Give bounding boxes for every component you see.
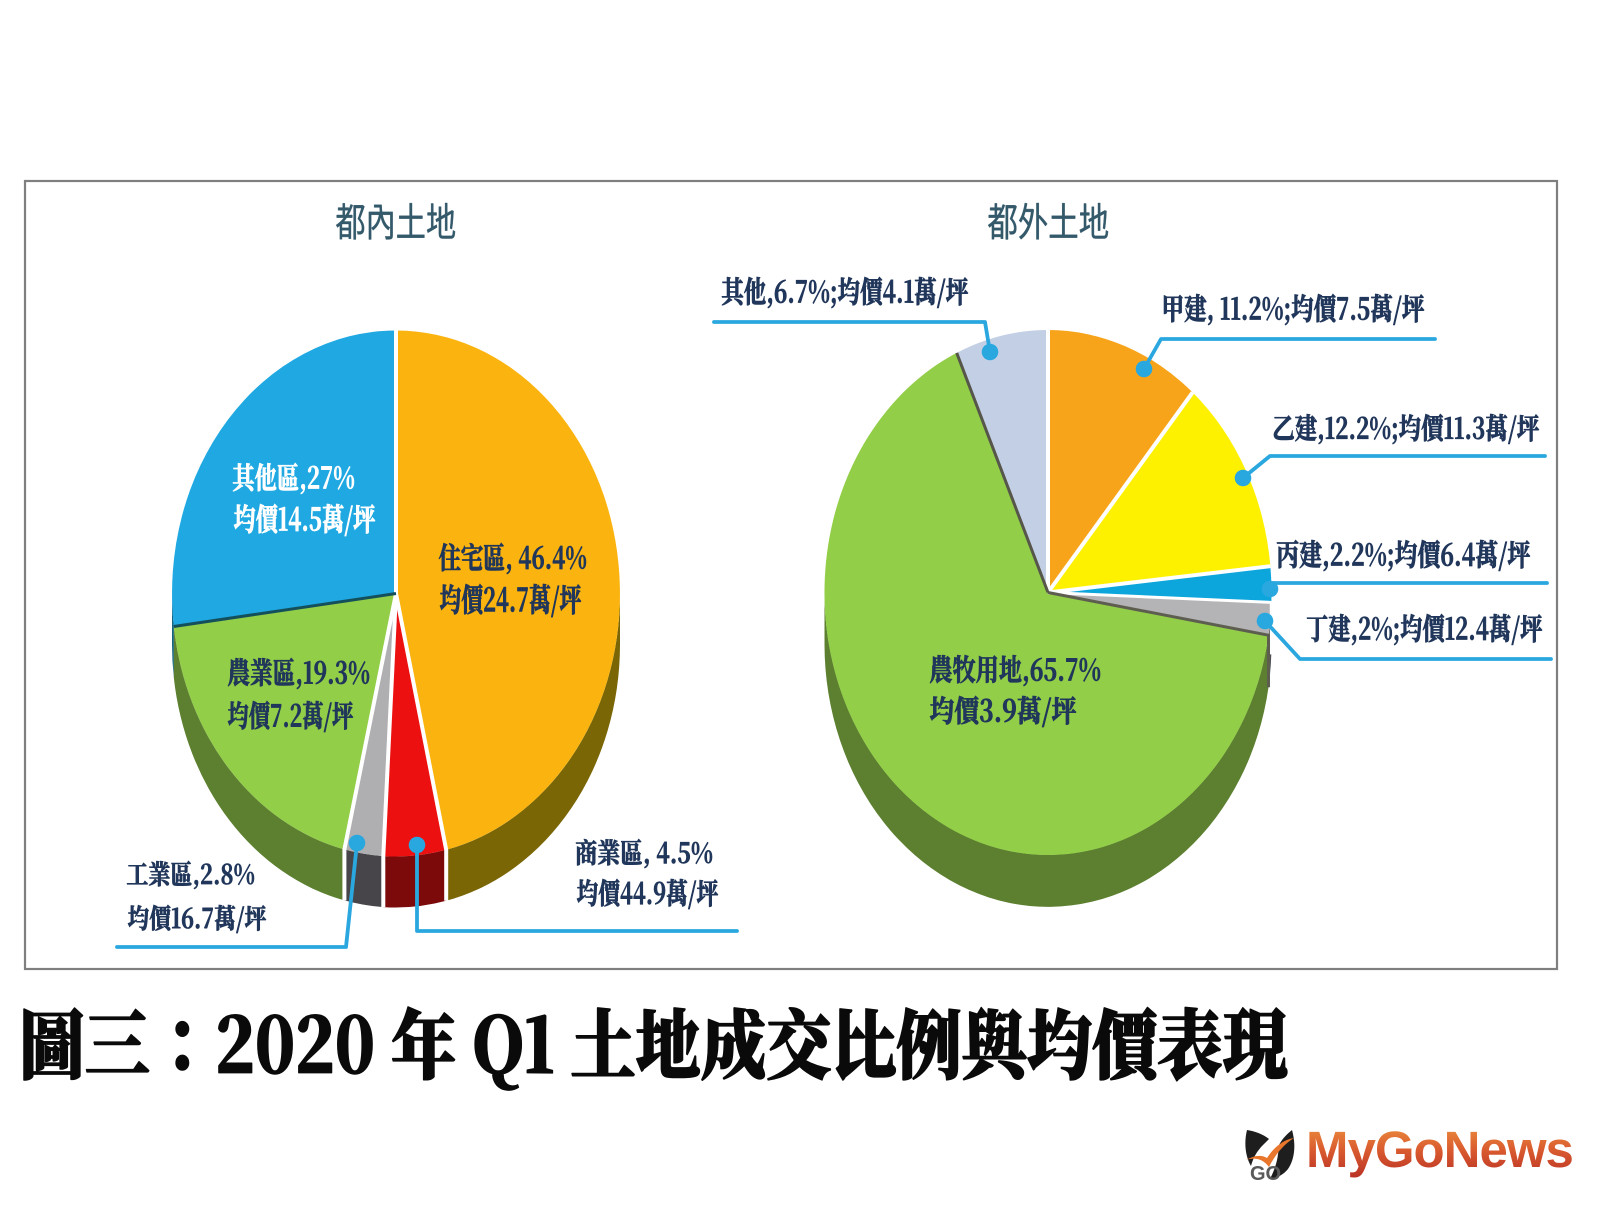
svg-text:GO: GO	[1250, 1163, 1281, 1185]
svg-text:MyGoNews: MyGoNews	[1306, 1121, 1573, 1178]
